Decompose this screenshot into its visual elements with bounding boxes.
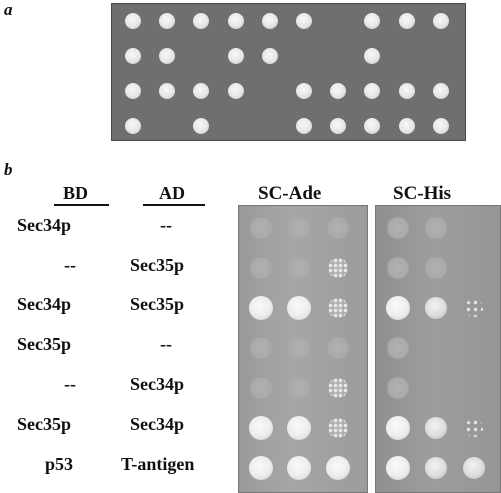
plate-header-sc-his: SC-His (393, 183, 452, 204)
colony-spot (296, 13, 312, 29)
row-label-ad: -- (160, 334, 172, 354)
colony-spot-faint (288, 337, 310, 359)
row-label-ad: Sec34p (130, 414, 184, 434)
colony-spot (227, 13, 244, 29)
colony-spot-faint (288, 257, 310, 279)
colony-spot-faint (425, 257, 447, 279)
colony-spot (398, 118, 415, 134)
colony-spot-faint (288, 377, 310, 399)
colony-spot-faint (250, 377, 272, 399)
colony-spot-faint (250, 257, 272, 279)
plate-sc-his (375, 205, 501, 493)
row-label-bd: Sec35p (17, 334, 71, 354)
colony-spot (398, 83, 415, 99)
colony-spot (261, 13, 278, 29)
colony-spot (296, 83, 312, 99)
row-label-bd: p53 (45, 454, 74, 474)
colony-spot-faint (387, 217, 409, 239)
colony-spot-full (249, 456, 273, 480)
colony-spot (125, 48, 141, 64)
colony-spot-faint (250, 337, 272, 359)
colony-spot (261, 48, 278, 64)
colony-spot-full (287, 296, 311, 320)
colony-spot-faint (387, 377, 409, 399)
colony-spot-sparse (465, 299, 483, 317)
colony-spot-faint (288, 217, 310, 239)
column-header-ad-underline (143, 204, 205, 206)
row-label-ad: Sec35p (130, 294, 184, 314)
plate-sc-ade (238, 205, 368, 493)
colony-spot-full (326, 456, 350, 480)
row-label-ad: Sec35p (130, 255, 184, 275)
colony-spot (159, 48, 176, 64)
column-header-bd-underline (54, 204, 109, 206)
row-label-ad: -- (160, 215, 172, 235)
row-label-bd: -- (64, 374, 76, 394)
colony-spot (432, 118, 449, 134)
colony-spot (227, 48, 244, 64)
row-label-bd: -- (64, 255, 76, 275)
colony-spot (193, 83, 210, 99)
colony-spot-full (386, 416, 410, 440)
colony-spot-faint (327, 217, 349, 239)
colony-spot (330, 83, 347, 99)
colony-spot-medium (425, 457, 447, 479)
colony-spot-full (386, 456, 410, 480)
colony-spot-faint (387, 337, 409, 359)
colony-spot (330, 118, 347, 134)
colony-spot (364, 118, 381, 134)
colony-spot-speckle (328, 298, 348, 318)
colony-spot (193, 13, 210, 29)
row-label-ad: T-antigen (121, 454, 195, 474)
colony-spot-faint (387, 257, 409, 279)
colony-spot-speckle (328, 378, 348, 398)
colony-spot (432, 83, 449, 99)
colony-spot-full (249, 416, 273, 440)
colony-spot-full (287, 416, 311, 440)
colony-spot-full (287, 456, 311, 480)
panel-a-plate (111, 3, 466, 141)
colony-spot (159, 13, 176, 29)
colony-spot (432, 13, 449, 29)
colony-spot-sparse (465, 419, 483, 437)
row-label-ad: Sec34p (130, 374, 184, 394)
colony-spot-faint (327, 337, 349, 359)
panel-a-label: a (4, 0, 13, 19)
colony-spot-medium (425, 297, 447, 319)
plate-header-sc-ade: SC-Ade (258, 183, 322, 204)
colony-spot-full (249, 296, 273, 320)
colony-spot (364, 48, 381, 64)
column-header-bd: BD (63, 183, 89, 203)
colony-spot (296, 118, 312, 134)
colony-spot (125, 83, 141, 99)
colony-spot (398, 13, 415, 29)
colony-spot-medium (463, 457, 485, 479)
row-label-bd: Sec34p (17, 215, 71, 235)
row-label-bd: Sec35p (17, 414, 71, 434)
row-label-bd: Sec34p (17, 294, 71, 314)
colony-spot-speckle (328, 418, 348, 438)
colony-spot-faint (250, 217, 272, 239)
colony-spot (159, 83, 176, 99)
colony-spot-medium (425, 417, 447, 439)
colony-spot-full (386, 296, 410, 320)
colony-spot (227, 83, 244, 99)
colony-spot-faint (425, 217, 447, 239)
colony-spot (125, 118, 141, 134)
column-header-ad: AD (159, 183, 185, 203)
colony-spot (193, 118, 210, 134)
colony-spot (364, 83, 381, 99)
panel-b-label: b (4, 160, 13, 179)
colony-spot (364, 13, 381, 29)
colony-spot-speckle (328, 258, 348, 278)
colony-spot (125, 13, 141, 29)
